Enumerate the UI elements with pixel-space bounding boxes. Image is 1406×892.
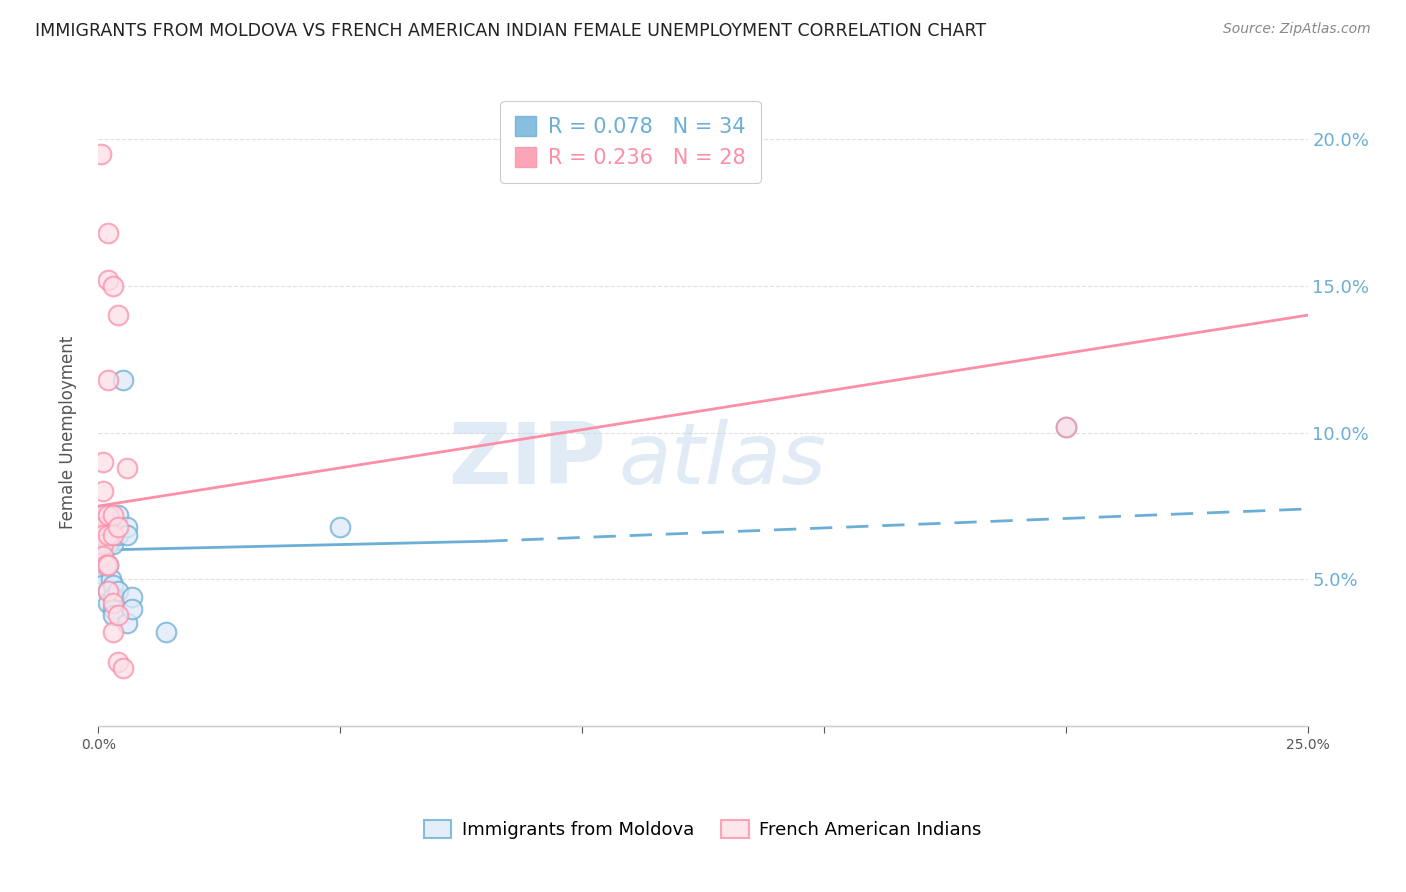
Point	[117, 616, 139, 631]
Point	[107, 519, 129, 533]
Point	[117, 519, 139, 533]
Point	[111, 373, 134, 387]
Point	[94, 558, 117, 572]
Point	[121, 601, 143, 615]
Point	[111, 660, 134, 674]
Point	[91, 549, 114, 563]
Point	[101, 528, 124, 542]
Point	[100, 573, 122, 587]
Point	[97, 508, 120, 522]
Point	[97, 558, 120, 572]
Text: IMMIGRANTS FROM MOLDOVA VS FRENCH AMERICAN INDIAN FEMALE UNEMPLOYMENT CORRELATIO: IMMIGRANTS FROM MOLDOVA VS FRENCH AMERIC…	[35, 22, 986, 40]
Point	[101, 537, 124, 551]
Y-axis label: Female Unemployment: Female Unemployment	[59, 336, 77, 529]
Point	[107, 508, 129, 522]
Point	[97, 537, 120, 551]
Point	[101, 596, 124, 610]
Point	[90, 146, 112, 161]
Point	[97, 273, 120, 287]
Point	[91, 549, 114, 563]
Point	[101, 528, 124, 542]
Point	[107, 308, 129, 322]
Point	[101, 601, 124, 615]
Text: atlas: atlas	[619, 419, 827, 502]
Point	[97, 508, 120, 522]
Point	[90, 537, 112, 551]
Point	[91, 528, 114, 542]
Point	[91, 508, 114, 522]
Point	[91, 519, 114, 533]
Point	[91, 558, 114, 572]
Point	[121, 590, 143, 604]
Point	[97, 528, 120, 542]
Point	[107, 528, 129, 542]
Point	[155, 625, 177, 640]
Point	[101, 607, 124, 622]
Point	[107, 607, 129, 622]
Point	[97, 584, 120, 599]
Point	[101, 508, 124, 522]
Point	[97, 226, 120, 240]
Text: Source: ZipAtlas.com: Source: ZipAtlas.com	[1223, 22, 1371, 37]
Point	[91, 566, 114, 581]
Point	[329, 519, 352, 533]
Point	[117, 528, 139, 542]
Point	[101, 278, 124, 293]
Point	[91, 508, 114, 522]
Point	[91, 519, 114, 533]
Point	[91, 578, 114, 592]
Point	[107, 655, 129, 669]
Point	[97, 519, 120, 533]
Point	[91, 484, 114, 499]
Point	[97, 558, 120, 572]
Point	[107, 584, 129, 599]
Point	[1054, 419, 1077, 434]
Point	[117, 460, 139, 475]
Point	[101, 590, 124, 604]
Point	[91, 537, 114, 551]
Point	[97, 373, 120, 387]
Point	[101, 625, 124, 640]
Point	[1054, 419, 1077, 434]
Point	[97, 596, 120, 610]
Legend: Immigrants from Moldova, French American Indians: Immigrants from Moldova, French American…	[418, 814, 988, 847]
Point	[91, 528, 114, 542]
Text: ZIP: ZIP	[449, 419, 606, 502]
Point	[101, 578, 124, 592]
Point	[91, 455, 114, 469]
Point	[97, 584, 120, 599]
Point	[94, 528, 117, 542]
